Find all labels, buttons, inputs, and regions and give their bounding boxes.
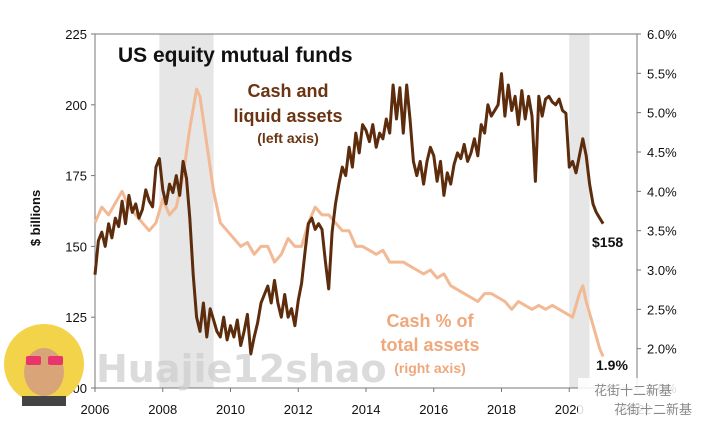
annotation-cash-line1: Cash and bbox=[247, 81, 328, 101]
annotation-pct-line1: Cash % of bbox=[386, 311, 474, 331]
chart-title: US equity mutual funds bbox=[118, 44, 353, 67]
x-tick-label: 2012 bbox=[284, 402, 313, 417]
y-right-tick-label: 2.0% bbox=[647, 342, 677, 357]
recession-band-1 bbox=[569, 34, 590, 388]
x-tick-label: 2016 bbox=[419, 402, 448, 417]
end-label-cash: $158 bbox=[592, 234, 623, 250]
y-right-tick-label: 2.5% bbox=[647, 302, 677, 317]
y-right-tick-label: 6.0% bbox=[647, 27, 677, 42]
y-right-tick-label: 4.5% bbox=[647, 145, 677, 160]
y-right-tick-label: 3.5% bbox=[647, 224, 677, 239]
y-left-tick-label: 150 bbox=[65, 239, 87, 254]
watermark-avatar bbox=[4, 324, 84, 406]
annotation-cash-axis: (left axis) bbox=[257, 130, 318, 146]
annotation-pct-line2: total assets bbox=[380, 335, 479, 355]
y-left-tick-label: 225 bbox=[65, 27, 87, 42]
y-right-tick-label: 3.0% bbox=[647, 263, 677, 278]
x-tick-label: 2020 bbox=[555, 402, 584, 417]
annotation-pct-axis: (right axis) bbox=[394, 360, 466, 376]
y-left-tick-label: 125 bbox=[65, 310, 87, 325]
y-left-tick-label: 175 bbox=[65, 169, 87, 184]
y-left-axis-label: $ billions bbox=[28, 190, 43, 246]
y-right-tick-label: 5.5% bbox=[647, 66, 677, 81]
watermark-brand-box bbox=[578, 378, 712, 418]
watermark-brand-secondary: 花街十二新基 bbox=[614, 402, 692, 418]
x-axis-ticks: 200620082010201220142016201820202022 bbox=[81, 388, 651, 417]
end-label-pct: 1.9% bbox=[596, 357, 628, 373]
watermark-brand-primary: 花街十二新基 bbox=[594, 383, 672, 399]
watermark-text: Huajie12shao bbox=[96, 347, 387, 391]
y-right-tick-label: 4.0% bbox=[647, 184, 677, 199]
x-tick-label: 2018 bbox=[487, 402, 516, 417]
x-tick-label: 2008 bbox=[148, 402, 177, 417]
y-right-tick-label: 5.0% bbox=[647, 106, 677, 121]
series-line-cash-assets bbox=[93, 72, 605, 356]
x-tick-label: 2006 bbox=[81, 402, 110, 417]
annotation-cash-line2: liquid assets bbox=[233, 106, 342, 126]
y-left-tick-label: 200 bbox=[65, 98, 87, 113]
x-tick-label: 2010 bbox=[216, 402, 245, 417]
x-tick-label: 2014 bbox=[352, 402, 381, 417]
